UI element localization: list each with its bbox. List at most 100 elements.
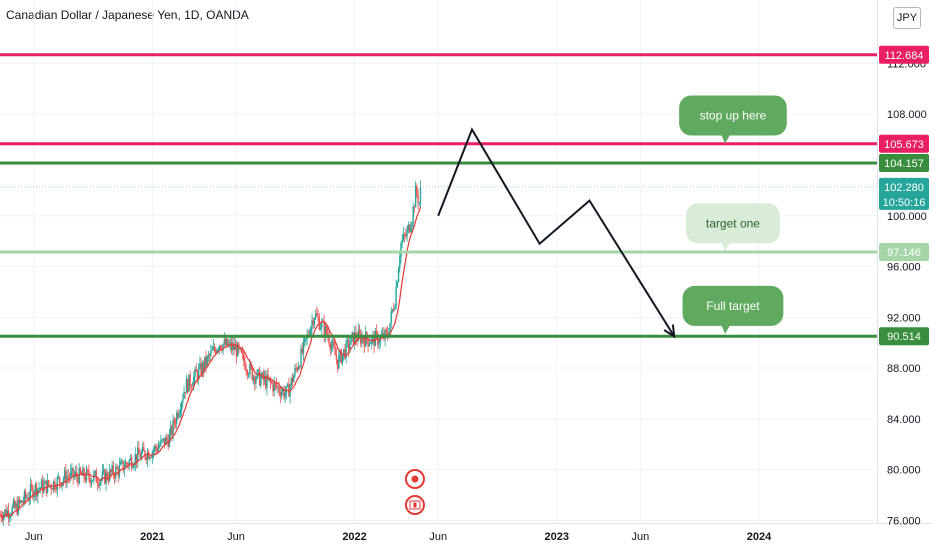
candle-body (134, 454, 136, 465)
candle-body (137, 447, 139, 462)
candle-body (250, 363, 252, 368)
candle-body (177, 412, 179, 418)
candle-body (378, 342, 380, 345)
price-tick-label: 108.000 (887, 109, 927, 121)
candle-body (50, 485, 52, 489)
candles (0, 180, 422, 527)
candle-body (144, 450, 146, 458)
candle-body (390, 311, 392, 324)
candle-body (69, 471, 72, 478)
candle-body (290, 377, 292, 386)
annotation-text: target one (706, 216, 760, 230)
candle-body (392, 309, 395, 311)
candle-body (30, 484, 33, 487)
candle-body (247, 374, 250, 376)
projection-path[interactable] (437, 127, 676, 337)
candle-body (149, 457, 151, 459)
annotation-bubble[interactable]: stop up here (679, 95, 787, 144)
candle-body (368, 343, 371, 346)
candle-body (191, 385, 194, 387)
countdown-label: 10:50:16 (883, 197, 926, 209)
candle-body (43, 483, 45, 493)
candle-body (362, 337, 364, 341)
candle-body (138, 447, 140, 455)
candle-body (274, 382, 277, 384)
candle-body (285, 386, 288, 393)
candle-body (410, 228, 412, 232)
candle-body (297, 366, 300, 371)
candle-body (143, 446, 145, 451)
candle-body (382, 333, 384, 336)
candle-body (113, 475, 116, 478)
candle-body (91, 480, 94, 482)
price-tags: 112.684 105.673 104.157 97.146 90.514 102.280… (879, 45, 929, 346)
candle-body (176, 412, 178, 424)
level-price-label: 97.146 (887, 247, 921, 259)
candle-body (333, 341, 335, 347)
time-axis: Jun 2021 Jun 2022 Jun 2023 Jun 2024 (25, 531, 772, 543)
horizontal-levels (0, 53, 877, 338)
event-dot (411, 475, 419, 483)
candle-body (87, 469, 89, 472)
candle-body (262, 372, 264, 380)
candle-body (189, 374, 191, 387)
candle-body (63, 470, 66, 480)
candle-body (161, 439, 163, 441)
candle-body (416, 186, 418, 194)
candle-body (238, 343, 240, 349)
candle-body (283, 389, 285, 398)
candle-body (141, 446, 144, 453)
candle-body (335, 355, 338, 360)
candle-body (218, 345, 221, 350)
last-price-tag (879, 177, 929, 210)
annotation-tail (720, 241, 731, 252)
annotation-box (679, 95, 787, 136)
candle-body (202, 363, 205, 371)
candle-body (44, 480, 46, 484)
candle-body (251, 367, 253, 381)
candle-body (34, 484, 37, 494)
candle-body (244, 361, 246, 370)
candle-body (127, 464, 129, 466)
time-tick-label: 2023 (545, 531, 569, 543)
candle-body (135, 454, 138, 462)
candle-body (219, 345, 222, 349)
candle-body (406, 230, 408, 237)
candle-body (277, 387, 279, 388)
candle-body (94, 471, 96, 474)
candle-body (235, 345, 238, 357)
candle-body (21, 500, 23, 503)
candle-body (227, 338, 229, 347)
candle-body (352, 332, 355, 345)
candle-body (339, 350, 341, 356)
level-price-tag (879, 327, 929, 346)
candle-body (300, 348, 302, 367)
candle-body (211, 349, 213, 351)
candle-body (129, 457, 132, 461)
level-price-tag (879, 134, 929, 153)
candle-body (51, 488, 54, 490)
annotation-bubble[interactable]: Full target (682, 285, 784, 334)
currency-button[interactable]: JPY (893, 7, 921, 29)
candle-body (99, 480, 101, 486)
candle-body (232, 343, 234, 350)
candle-body (312, 320, 314, 325)
candle-body (185, 379, 188, 393)
candle-body (395, 287, 397, 307)
candle-body (72, 467, 74, 478)
candle-body (261, 372, 263, 378)
candle-body (229, 342, 232, 345)
moving-average-line (0, 206, 422, 519)
candle-body (402, 234, 405, 240)
candle-body (239, 348, 241, 350)
candle-body (391, 309, 394, 312)
annotation-bubble[interactable]: target one (685, 203, 780, 252)
candle-body (360, 333, 362, 344)
candle-body (74, 471, 77, 476)
candle-body (397, 268, 400, 282)
candle-body (12, 500, 15, 507)
candle-body (255, 378, 257, 384)
candle-body (266, 374, 268, 388)
candle-body (71, 467, 73, 472)
